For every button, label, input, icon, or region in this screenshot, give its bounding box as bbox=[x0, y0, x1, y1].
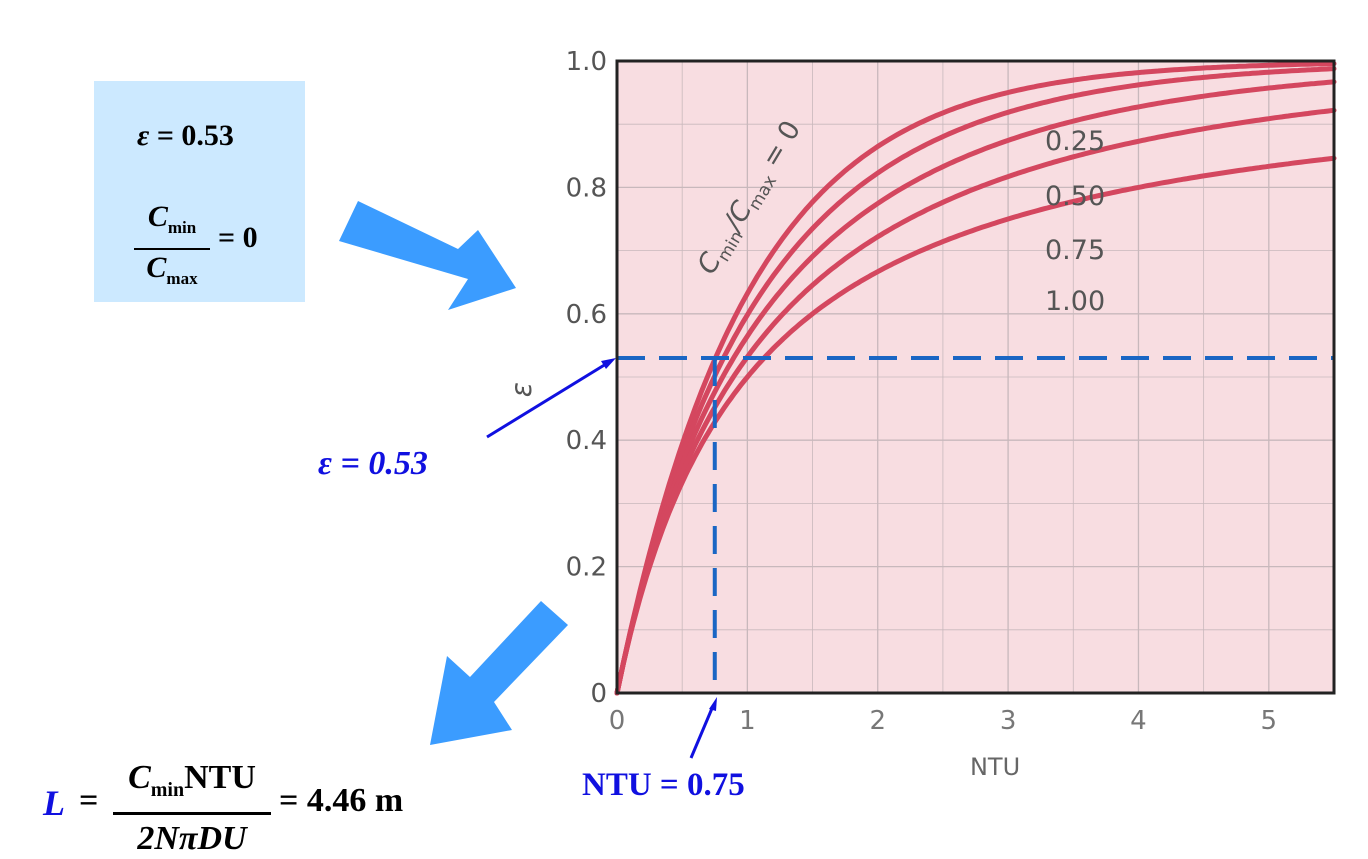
epsilon-pointer bbox=[486, 362, 607, 439]
formula-c-sub: min bbox=[150, 778, 185, 801]
x-tick-label: 4 bbox=[1130, 706, 1147, 736]
formula-lhs: L bbox=[43, 783, 65, 823]
ratio-value: 0 bbox=[242, 221, 258, 254]
ratio-denominator: C bbox=[146, 251, 167, 284]
epsilon-value: 0.53 bbox=[181, 119, 234, 152]
ratio-numerator: C bbox=[147, 200, 168, 233]
curve-cr-1.00 bbox=[614, 155, 1337, 696]
fraction-bar bbox=[134, 248, 210, 250]
epsilon-pointer-head bbox=[601, 358, 616, 369]
arrow-to-formula bbox=[430, 601, 568, 745]
series-label: 0.50 bbox=[1045, 181, 1105, 212]
ntu-pointer bbox=[689, 705, 715, 759]
x-tick-label: 5 bbox=[1261, 706, 1278, 736]
ntu-pointer-head bbox=[709, 697, 717, 711]
formula-ntu: NTU bbox=[184, 759, 256, 796]
y-axis-label: ε bbox=[505, 382, 538, 397]
ntu-annotation: NTU = 0.75 bbox=[582, 767, 745, 803]
series-label: 1.00 bbox=[1045, 286, 1105, 317]
formula-c: C bbox=[128, 759, 151, 796]
x-axis-label: NTU bbox=[970, 753, 1020, 781]
formula-result: = 4.46 m bbox=[279, 782, 404, 819]
y-tick-label: 0.8 bbox=[566, 173, 607, 203]
x-tick-label: 3 bbox=[1000, 706, 1017, 736]
curve-cr-0 bbox=[614, 61, 1337, 696]
arrow-to-chart bbox=[339, 201, 516, 310]
ratio-fraction: Cmin Cmax bbox=[134, 201, 210, 295]
x-tick-label: 2 bbox=[869, 706, 886, 736]
curve-cr-0.75 bbox=[614, 107, 1337, 696]
series-label: 0.25 bbox=[1045, 126, 1105, 157]
y-tick-label: 0.2 bbox=[566, 553, 607, 583]
ratio-denominator-sub: max bbox=[166, 269, 198, 288]
plot-frame bbox=[615, 59, 1336, 695]
formula: L = CminNTU 2NπDU = 4.46 m bbox=[43, 758, 463, 857]
x-tick-label: 1 bbox=[739, 706, 756, 736]
formula-denominator: 2NπDU bbox=[137, 819, 247, 857]
given-epsilon: ε = 0.53 bbox=[137, 119, 234, 153]
equals-sign: = bbox=[156, 119, 174, 152]
ratio-equals: = bbox=[218, 221, 236, 254]
y-tick-label: 1.0 bbox=[566, 47, 607, 77]
epsilon-symbol: ε bbox=[137, 119, 150, 152]
formula-fraction: CminNTU 2NπDU bbox=[113, 758, 271, 859]
x-tick-label: 0 bbox=[609, 706, 626, 736]
curve-cr-0.25 bbox=[614, 66, 1337, 696]
curve-cr-0.50 bbox=[614, 79, 1337, 696]
series-label: 0.75 bbox=[1045, 235, 1105, 266]
y-tick-label: 0.4 bbox=[566, 426, 607, 456]
formula-equals: = bbox=[79, 782, 99, 819]
y-tick-label: 0.6 bbox=[566, 300, 607, 330]
y-tick-label: 0 bbox=[590, 679, 607, 709]
givens-box: ε = 0.53 Cmin Cmax = 0 bbox=[94, 81, 305, 302]
formula-fraction-bar bbox=[113, 811, 271, 815]
ratio-numerator-sub: min bbox=[167, 218, 197, 237]
epsilon-annotation: ε = 0.53 bbox=[318, 445, 428, 482]
